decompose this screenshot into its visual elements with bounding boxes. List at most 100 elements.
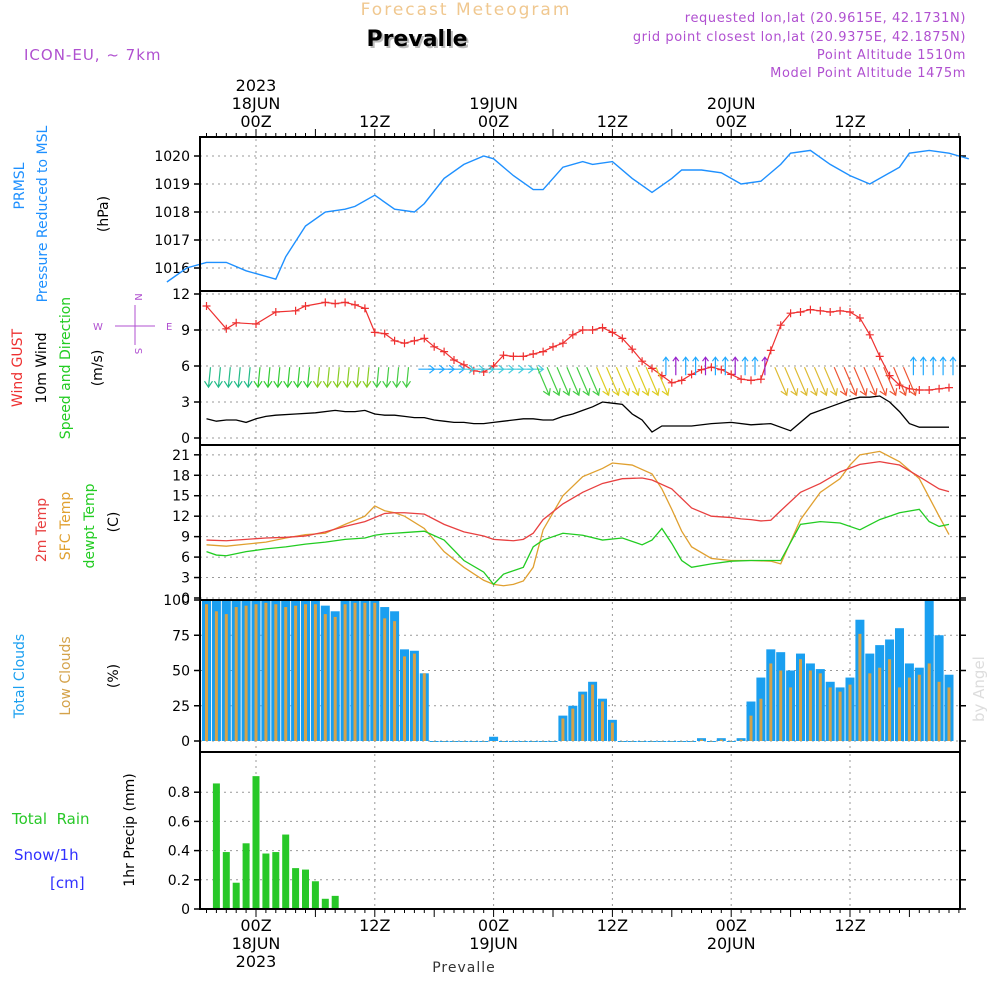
gust-marker <box>638 357 647 366</box>
wind-arrow <box>576 366 591 397</box>
low-cloud-bar <box>571 708 575 741</box>
top-time-label: 19JUN <box>469 94 518 113</box>
panel-frame <box>199 444 961 601</box>
low-cloud-bar <box>620 741 624 742</box>
wind-arrow <box>823 366 838 397</box>
gust-marker <box>747 376 755 385</box>
bottom-time-label: 19JUN <box>469 934 518 953</box>
bottom-time-label: 12Z <box>359 916 390 935</box>
top-time-label: 00Z <box>240 112 271 131</box>
gust-marker <box>776 321 785 330</box>
credit-label: by Angel <box>970 656 988 722</box>
gust-marker <box>935 384 944 393</box>
compass-s: S <box>132 348 143 354</box>
temp-2m-label: 2m Temp <box>34 498 50 562</box>
wind-arrow <box>204 367 213 389</box>
gust-marker <box>766 346 775 355</box>
wind-arrow <box>382 367 392 389</box>
wind-arrow <box>527 364 545 374</box>
low-cloud-bar <box>383 618 387 741</box>
rain-bar <box>252 776 260 909</box>
dewpt-line <box>206 508 950 586</box>
low-cloud-bar <box>769 663 773 741</box>
gust-marker <box>667 378 676 387</box>
low-cloud-bar <box>521 741 525 742</box>
compass-e: E <box>166 322 172 333</box>
y-tick-label: 0 <box>181 902 190 918</box>
gust-marker <box>232 318 241 327</box>
wind-arrow <box>596 366 611 397</box>
low-cloud-bar <box>927 663 931 741</box>
gust-marker <box>370 328 379 337</box>
low-cloud-bar <box>284 607 288 741</box>
low-cloud-bar <box>917 674 921 741</box>
low-cloud-bar <box>729 741 733 742</box>
wind-arrow <box>682 356 690 376</box>
top-time-label: 12Z <box>359 112 390 131</box>
low-cloud-bar <box>244 605 248 741</box>
point-altitude: Point Altitude 1510m <box>817 48 966 63</box>
gust-marker <box>549 342 557 351</box>
bottom-time-label: 18JUN <box>232 934 281 953</box>
low-cloud-bar <box>502 741 505 742</box>
gust-marker <box>697 365 706 374</box>
low-cloud-bar <box>531 741 535 742</box>
gust-marker <box>727 370 736 379</box>
gust-marker <box>202 302 211 310</box>
gust-marker <box>836 306 845 315</box>
y-tick-label: 1016 <box>154 261 190 277</box>
wind-arrow <box>566 366 581 397</box>
low-clouds-label: Low Clouds <box>58 636 74 715</box>
wind10-line <box>206 395 949 433</box>
wind-arrow <box>273 367 283 389</box>
rain-bar <box>292 868 300 909</box>
low-cloud-bar <box>709 741 713 742</box>
low-cloud-bar <box>947 687 951 741</box>
bottom-time-label: 12Z <box>597 916 628 935</box>
low-cloud-bar <box>818 673 822 741</box>
gust-marker <box>459 360 468 369</box>
gust-marker <box>568 330 577 339</box>
bottom-time-label: 20JUN <box>707 934 756 953</box>
total-clouds-label: Total Clouds <box>12 634 28 719</box>
pressure-panel-labels: PRMSL Pressure Reduced to MSL (hPa) <box>12 125 112 302</box>
gust-marker <box>558 339 567 348</box>
low-cloud-bar <box>868 673 872 741</box>
wind-arrow <box>392 367 402 389</box>
low-cloud-bar <box>828 687 832 741</box>
low-cloud-bar <box>541 741 545 742</box>
low-cloud-bar <box>838 691 842 741</box>
wind-arrow <box>303 367 312 389</box>
low-cloud-bar <box>304 604 307 741</box>
gust-marker <box>252 320 260 328</box>
wind-arrow <box>919 356 927 376</box>
gust-marker <box>806 305 815 314</box>
top-time-label: 12Z <box>597 112 628 131</box>
footer-station: Prevalle <box>432 960 496 976</box>
wind-speed-dir-label: Speed and Direction <box>58 297 74 439</box>
wind-panel-labels: Wind GUST 10m Wind Speed and Direction (… <box>10 293 172 439</box>
wind-arrow <box>672 356 680 376</box>
gust-marker <box>796 308 805 316</box>
gust-marker <box>321 298 330 307</box>
gust-marker <box>400 339 409 348</box>
total-cloud-bar <box>697 738 706 741</box>
gust-marker <box>628 345 637 354</box>
wind-10m-label: 10m Wind <box>34 332 50 403</box>
low-cloud-bar <box>670 741 674 742</box>
wind-arrow <box>751 356 759 376</box>
gust-marker <box>677 376 686 385</box>
precip-unit: 1hr Precip (mm) <box>122 773 138 886</box>
y-tick-label: 1020 <box>154 149 190 165</box>
wind-arrow <box>774 366 789 397</box>
wind-arrow <box>853 366 868 397</box>
wind-arrow <box>605 366 621 397</box>
temp-2m-line <box>206 460 950 542</box>
low-cloud-bar <box>234 607 238 741</box>
y-tick-label: 6 <box>181 359 190 375</box>
gust-marker <box>331 299 340 308</box>
top-time-label: 00Z <box>716 112 747 131</box>
wind-arrow <box>263 367 273 389</box>
wind-arrow <box>342 367 352 389</box>
